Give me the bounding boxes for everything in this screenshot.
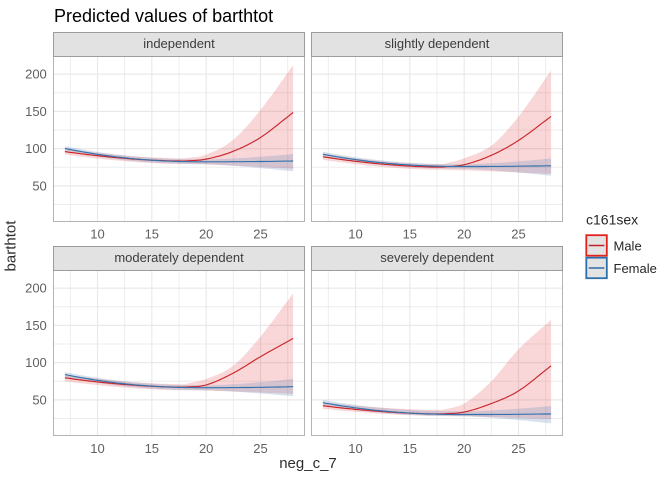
svg-text:25: 25 <box>511 441 525 456</box>
svg-text:slightly dependent: slightly dependent <box>385 36 490 51</box>
svg-text:100: 100 <box>25 141 47 156</box>
svg-text:15: 15 <box>403 227 417 242</box>
svg-text:20: 20 <box>199 227 213 242</box>
svg-text:25: 25 <box>253 441 267 456</box>
svg-text:200: 200 <box>25 67 47 82</box>
svg-text:15: 15 <box>145 227 159 242</box>
svg-text:10: 10 <box>90 441 104 456</box>
svg-text:50: 50 <box>32 178 46 193</box>
svg-text:c161sex: c161sex <box>586 212 638 228</box>
svg-text:moderately dependent: moderately dependent <box>114 250 244 265</box>
svg-text:Predicted values of barthtot: Predicted values of barthtot <box>54 6 273 26</box>
svg-text:25: 25 <box>511 227 525 242</box>
svg-text:10: 10 <box>348 227 362 242</box>
svg-text:50: 50 <box>32 392 46 407</box>
svg-text:20: 20 <box>457 441 471 456</box>
svg-text:25: 25 <box>253 227 267 242</box>
svg-text:10: 10 <box>90 227 104 242</box>
svg-text:20: 20 <box>457 227 471 242</box>
svg-text:15: 15 <box>403 441 417 456</box>
svg-text:10: 10 <box>348 441 362 456</box>
svg-text:150: 150 <box>25 318 47 333</box>
svg-text:independent: independent <box>143 36 215 51</box>
svg-text:Male: Male <box>614 239 642 254</box>
svg-text:barthtot: barthtot <box>3 220 20 272</box>
svg-text:15: 15 <box>145 441 159 456</box>
svg-text:severely dependent: severely dependent <box>380 250 494 265</box>
svg-text:100: 100 <box>25 355 47 370</box>
svg-text:Female: Female <box>614 261 657 276</box>
svg-text:200: 200 <box>25 281 47 296</box>
svg-text:150: 150 <box>25 104 47 119</box>
svg-text:neg_c_7: neg_c_7 <box>279 455 337 472</box>
svg-text:20: 20 <box>199 441 213 456</box>
